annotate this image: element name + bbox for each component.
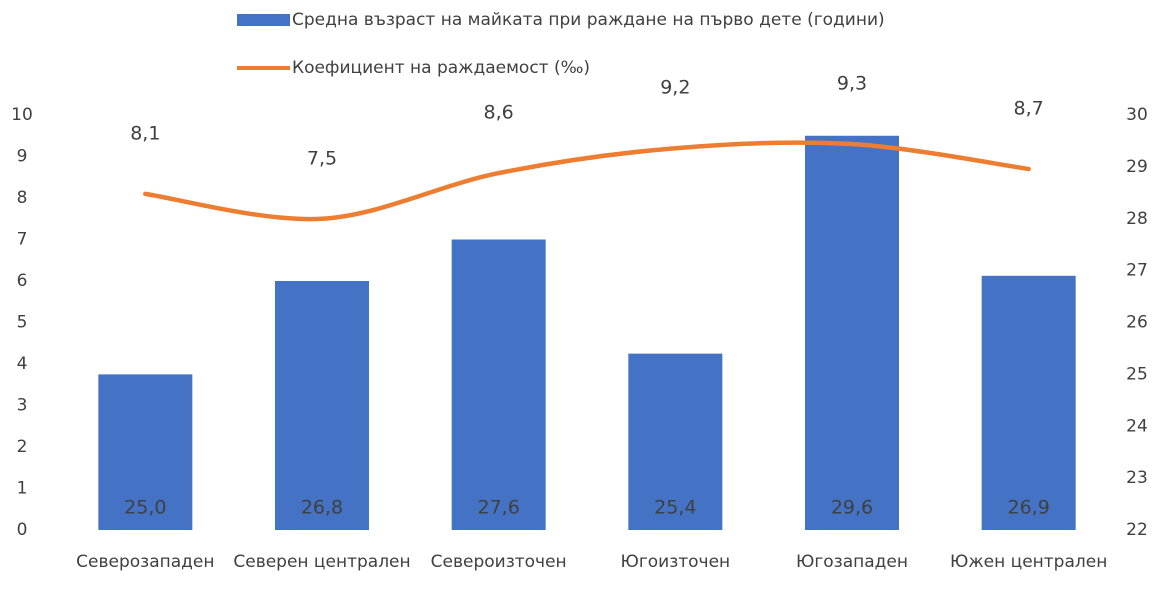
y-tick-label: 10	[11, 105, 33, 125]
y2-tick-label: 25	[1126, 364, 1148, 384]
x-tick-label: Южен централен	[950, 552, 1107, 572]
y2-tick-label: 28	[1126, 209, 1148, 229]
bar-value-label: 26,9	[1008, 497, 1050, 519]
bar-value-label: 27,6	[478, 497, 520, 519]
bar	[805, 135, 899, 530]
bar	[275, 281, 369, 530]
bar	[628, 353, 723, 530]
bar-value-label: 26,8	[301, 497, 343, 519]
y-tick-label: 1	[17, 479, 28, 499]
y2-tick-label: 22	[1126, 520, 1148, 540]
legend-label: Средна възраст на майката при раждане на…	[292, 10, 885, 30]
line-value-label: 8,1	[130, 122, 160, 144]
x-tick-label: Северозападен	[76, 552, 214, 572]
y-tick-label: 7	[17, 230, 28, 250]
y2-tick-label: 30	[1126, 105, 1148, 125]
line-value-label: 8,6	[484, 102, 514, 124]
y-tick-label: 8	[17, 188, 28, 208]
y2-tick-label: 27	[1126, 261, 1148, 281]
x-tick-label: Североизточен	[431, 552, 567, 572]
y-tick-label: 0	[17, 520, 28, 540]
line-value-label: 9,3	[837, 73, 867, 95]
y2-tick-label: 29	[1126, 157, 1148, 177]
line-value-label: 8,7	[1014, 97, 1044, 119]
x-tick-label: Югозападен	[796, 552, 908, 572]
x-tick-label: Северен централен	[233, 552, 410, 572]
y-tick-label: 2	[17, 437, 28, 457]
y-tick-label: 6	[17, 271, 28, 291]
bar-value-label: 25,4	[654, 497, 696, 519]
y-tick-label: 3	[17, 396, 28, 416]
x-tick-label: Югоизточен	[620, 552, 730, 572]
line	[143, 140, 1031, 222]
legend-swatch	[237, 14, 290, 26]
y-tick-label: 4	[17, 354, 28, 374]
bar-value-label: 29,6	[831, 497, 873, 519]
line-value-label: 9,2	[660, 77, 690, 99]
line-value-label: 7,5	[307, 147, 337, 169]
y-tick-label: 9	[17, 147, 28, 167]
bar	[981, 275, 1076, 530]
bar-value-label: 25,0	[124, 497, 166, 519]
legend-label: Коефициент на раждаемост (‰)	[292, 58, 590, 78]
y-tick-label: 5	[17, 313, 28, 333]
bar	[98, 374, 193, 530]
y2-tick-label: 24	[1126, 416, 1148, 436]
y2-tick-label: 23	[1126, 468, 1148, 488]
y2-tick-label: 26	[1126, 313, 1148, 333]
bar	[451, 239, 546, 530]
